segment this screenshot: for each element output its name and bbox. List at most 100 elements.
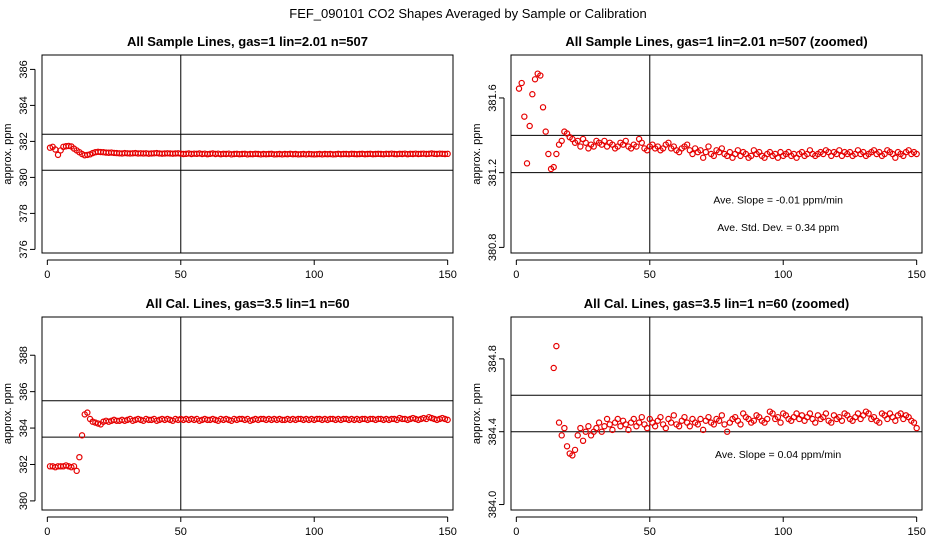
x-tick-label: 100 [774,526,792,538]
data-point [558,432,565,439]
data-point [54,151,62,159]
data-point [553,342,560,350]
data-point [774,154,782,161]
data-point [542,128,549,135]
data-point [699,426,707,434]
chart-panel-1: All Sample Lines, gas=1 lin=2.01 n=507 0 5… [2,34,457,281]
data-point [892,417,899,424]
data-point [523,160,531,167]
data-point [913,150,920,158]
y-tick-label: 384.4 [487,418,499,446]
y-tick-label: 378 [18,204,30,222]
data-point [444,150,451,158]
chart-panel-2: All Sample Lines, gas=1 lin=2.01 n=507 (… [471,34,926,281]
data-points [515,70,920,173]
y-tick-label: 380 [18,168,30,186]
data-point [865,410,872,417]
y-tick-label: 382 [18,132,30,150]
x-tick-label: 0 [513,269,519,281]
plot-frame [510,316,923,511]
data-point [806,410,814,417]
data-point [718,145,726,152]
data-point [777,419,784,426]
chart-title: All Sample Lines, gas=1 lin=2.01 n=507 [127,34,368,49]
y-axis-title: approx. ppm [2,123,14,184]
data-point [681,413,688,421]
data-point [638,413,645,421]
data-point [515,85,523,92]
data-point [822,410,830,417]
chart-title: All Cal. Lines, gas=3.5 lin=1 n=60 [145,296,349,311]
data-point [686,423,694,430]
data-point [550,163,557,171]
x-tick-label: 50 [644,526,656,538]
data-point [601,423,608,430]
data-point [537,72,544,79]
data-point [747,152,755,160]
data-point [521,113,528,120]
data-point [582,139,589,146]
x-tick-label: 150 [907,526,925,538]
data-point [774,413,782,421]
data-point [598,428,605,435]
y-tick-label: 384.0 [487,491,499,519]
data-point [892,154,899,161]
data-point [526,122,533,130]
x-tick-label: 150 [438,269,456,281]
data-points [550,342,920,459]
data-point [625,426,632,434]
data-point [545,150,552,158]
data-point [721,421,728,428]
data-point [70,463,78,470]
data-point [884,415,891,423]
data-point [734,147,742,154]
y-axis-title: approx. ppm [471,123,483,184]
y-tick-label: 381.2 [487,159,499,187]
data-point [617,423,624,430]
data-point [838,417,846,424]
annotation: Ave. Slope = -0.01 ppm/min [713,195,843,207]
data-point [697,415,704,423]
data-points [46,409,451,475]
y-tick-label: 380.8 [487,234,499,262]
data-point [643,424,651,432]
data-point [606,421,613,428]
data-point [84,151,91,159]
data-point [726,148,734,156]
data-point [609,426,616,434]
plot-frame [41,54,454,254]
data-point [854,410,862,417]
y-tick-label: 388 [18,346,30,364]
y-tick-label: 382 [18,455,30,473]
main-title: FEF_090101 CO2 Shapes Averaged by Sample… [289,6,646,21]
y-tick-label: 376 [18,240,30,258]
data-point [702,148,710,156]
data-point [689,150,696,158]
data-point [769,410,776,417]
data-point [764,415,771,423]
y-tick-label: 381.6 [487,84,499,112]
data-point [622,137,629,145]
annotation: Ave. Std. Dev. = 0.34 ppm [717,222,839,234]
data-point [78,432,86,439]
data-point [737,421,744,428]
x-tick-label: 0 [44,526,50,538]
plot-frame [510,54,923,254]
data-point [715,417,723,424]
data-point [633,143,640,150]
data-point [579,437,587,445]
data-point [569,452,576,459]
annotation: Ave. Slope = 0.04 ppm/min [715,449,841,461]
y-tick-label: 384.8 [487,345,499,373]
data-point [699,154,707,161]
data-point [539,104,547,111]
data-point [697,147,704,154]
data-point [812,419,819,426]
data-point [553,150,560,158]
x-tick-label: 100 [305,269,323,281]
data-point [550,364,557,372]
data-point [444,416,451,424]
x-tick-label: 50 [644,269,656,281]
data-point [574,432,581,439]
data-point [531,76,539,83]
